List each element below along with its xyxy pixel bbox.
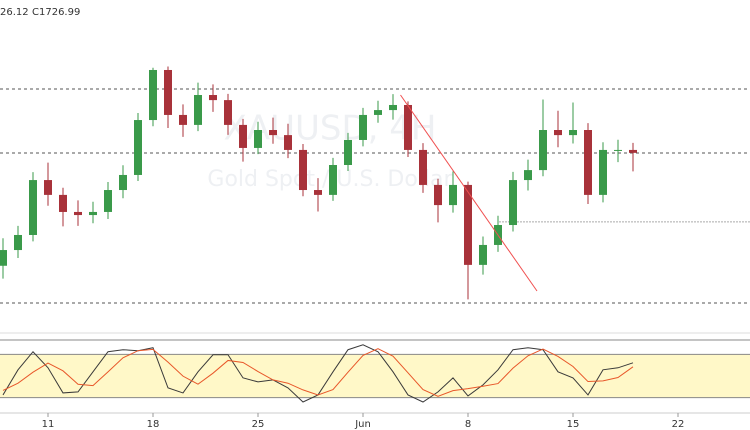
stoch-band (0, 354, 750, 398)
candle-body (509, 180, 517, 226)
trendline (400, 94, 538, 292)
candle-body (299, 149, 307, 191)
candle-body (119, 174, 127, 191)
x-tick-label: 11 (42, 419, 55, 430)
candle-body (329, 165, 337, 195)
candle-body (599, 149, 607, 195)
candle-body (314, 190, 322, 195)
x-tick-label: 18 (147, 419, 160, 430)
candle-body (554, 130, 562, 136)
candle-body (254, 130, 262, 148)
candle-body (89, 211, 97, 216)
candle-body (284, 135, 292, 150)
candle-body (59, 194, 67, 212)
candle-body (389, 104, 397, 111)
candle-body (374, 110, 382, 115)
candle-body (419, 149, 427, 185)
candle-body (209, 95, 217, 101)
header-close: C1726.99 (32, 7, 80, 18)
candle-body (479, 244, 487, 265)
header-value: 26.12 (0, 7, 29, 18)
candle-body (449, 184, 457, 206)
candle-body (404, 104, 412, 150)
candle-body (464, 184, 472, 265)
candle-body (239, 124, 247, 148)
candle-body (614, 149, 622, 151)
candle-body (539, 130, 547, 171)
candle-body (584, 130, 592, 195)
x-tick-label: 25 (252, 419, 265, 430)
candle-body (524, 170, 532, 181)
candle-body (179, 114, 187, 125)
candle-body (269, 130, 277, 136)
x-tick-label: 8 (465, 419, 471, 430)
candle-body (29, 180, 37, 235)
candle-body (0, 250, 8, 266)
candle-body (164, 69, 172, 115)
candle-body (194, 95, 202, 125)
candle-body (44, 180, 52, 195)
candle-body (569, 130, 577, 136)
candle-body (149, 69, 157, 121)
x-tick-label: Jun (354, 419, 371, 430)
candle-body (14, 234, 22, 251)
x-tick-label: 15 (567, 419, 580, 430)
x-tick-label: 22 (672, 419, 685, 430)
candle-body (74, 211, 82, 216)
candle-body (344, 139, 352, 165)
candle-body (629, 149, 637, 153)
candle-body (224, 100, 232, 125)
candle-body (434, 184, 442, 206)
candle-body (359, 114, 367, 140)
stoch-line (2, 348, 634, 397)
candle-body (134, 120, 142, 175)
candle-body (104, 190, 112, 212)
